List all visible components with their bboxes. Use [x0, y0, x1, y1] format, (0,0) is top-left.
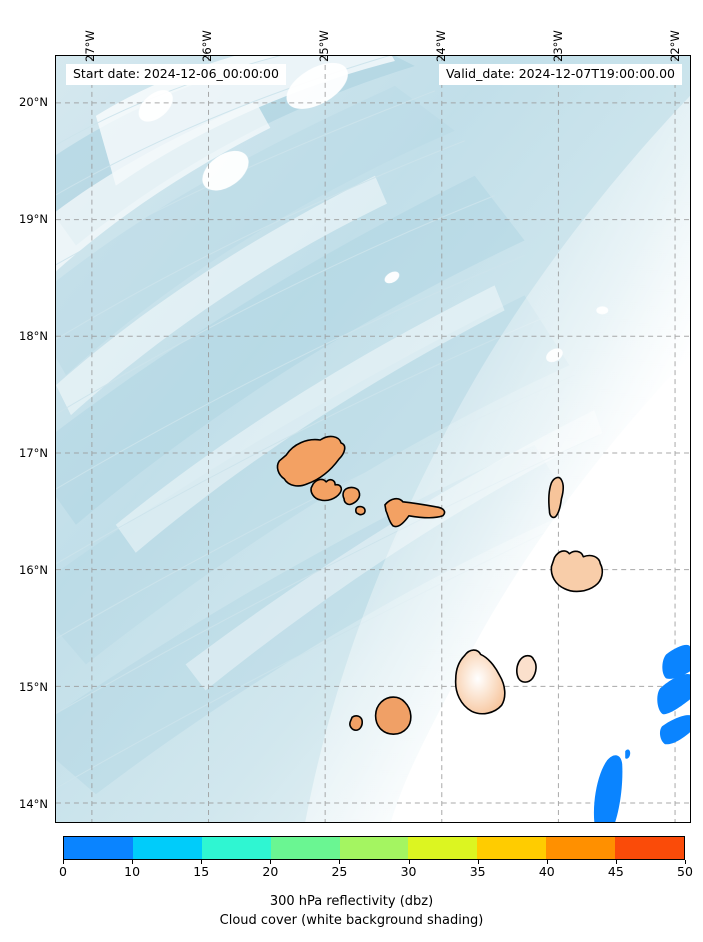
island-sao-nicolau [384, 497, 446, 528]
caption-line-2: Cloud cover (white background shading) [219, 912, 484, 928]
colorbar-tickmark-50 [685, 860, 686, 864]
colorbar-tick-10: 10 [124, 864, 141, 879]
lon-tick-25w: 25°W [317, 30, 331, 62]
colorbar-tickmark-25 [339, 860, 341, 864]
colorbar-tick-40: 40 [538, 864, 555, 879]
figure-caption: 300 hPa reflectivity (dbz) Cloud cover (… [0, 893, 703, 931]
reflectivity-cell-b [657, 674, 690, 715]
colorbar-tickmark-45 [615, 860, 617, 864]
lat-tick-17n: 17°N [19, 446, 48, 460]
reflectivity-cells-southeast [593, 644, 690, 822]
colorbar-tick-25: 25 [331, 864, 348, 879]
lon-tick-27w: 27°W [83, 30, 97, 62]
island-sao-vicente [310, 478, 343, 502]
reflectivity-cell-c [659, 715, 690, 745]
colorbar-tick-0: 0 [59, 864, 67, 879]
island-brava [349, 715, 364, 732]
island-santa-luzia [342, 486, 361, 506]
colorbar-segment-45-50 [615, 837, 685, 859]
reflectivity-cell-d-tip [625, 749, 631, 759]
reflectivity-islands [276, 435, 604, 736]
colorbar-segment-30-35 [408, 837, 478, 859]
island-santo-antao [276, 435, 346, 487]
island-maio [516, 654, 537, 683]
map-plot-area [56, 56, 690, 822]
colorbar-tick-labels: 0 10 15 20 25 30 35 40 45 50 [59, 864, 693, 880]
valid-date-label: Valid_date: 2024-12-07T19:00:00.00 [438, 64, 682, 85]
colorbar-tickmark-10 [132, 860, 134, 864]
reflectivity-cell-d [593, 755, 623, 822]
colorbar-segment-20-25 [270, 837, 340, 859]
colorbar-tick-30: 30 [400, 864, 417, 879]
colorbar-tickmark-30 [408, 860, 410, 864]
colorbar-segment-15-20 [201, 837, 271, 859]
island-boa-vista [550, 550, 604, 593]
colorbar-tick-35: 35 [469, 864, 486, 879]
lon-tick-23w: 23°W [551, 30, 565, 62]
colorbar-segment-40-45 [546, 837, 616, 859]
colorbar-segment-0-10 [64, 837, 133, 859]
colorbar[interactable] [63, 836, 685, 860]
colorbar-segment-25-30 [339, 837, 409, 859]
lon-tick-22w: 22°W [668, 30, 682, 62]
colorbar-tick-15: 15 [193, 864, 210, 879]
colorbar-segment-35-40 [477, 837, 547, 859]
island-branco-raso [355, 505, 366, 516]
colorbar-segment-10-15 [132, 837, 202, 859]
colorbar-tickmark-35 [477, 860, 479, 864]
lat-tick-20n: 20°N [19, 95, 48, 109]
colorbar-tickmark-0 [63, 860, 64, 864]
island-fogo [374, 696, 412, 736]
lat-tick-19n: 19°N [19, 212, 48, 226]
island-santiago [454, 649, 506, 715]
island-sal [548, 476, 565, 519]
lat-tick-18n: 18°N [19, 329, 48, 343]
cloud-cover-shading [56, 56, 690, 822]
colorbar-tick-20: 20 [262, 864, 279, 879]
colorbar-tick-50: 50 [677, 864, 693, 879]
map-gridlines [56, 56, 690, 822]
lon-tick-26w: 26°W [200, 30, 214, 62]
lat-tick-15n: 15°N [19, 680, 48, 694]
caption-line-1: 300 hPa reflectivity (dbz) [269, 894, 434, 909]
reflectivity-cell-a [662, 644, 690, 679]
colorbar-tickmark-40 [546, 860, 548, 864]
colorbar-tickmark-20 [270, 860, 272, 864]
lat-tick-14n: 14°N [19, 797, 48, 811]
lon-tick-24w: 24°W [434, 30, 448, 62]
lat-tick-16n: 16°N [19, 563, 48, 577]
colorbar-tick-45: 45 [607, 864, 624, 879]
colorbar-tickmark-15 [201, 860, 203, 864]
start-date-label: Start date: 2024-12-06_00:00:00 [66, 64, 286, 85]
map-axes[interactable]: Start date: 2024-12-06_00:00:00 Valid_da… [55, 55, 691, 823]
